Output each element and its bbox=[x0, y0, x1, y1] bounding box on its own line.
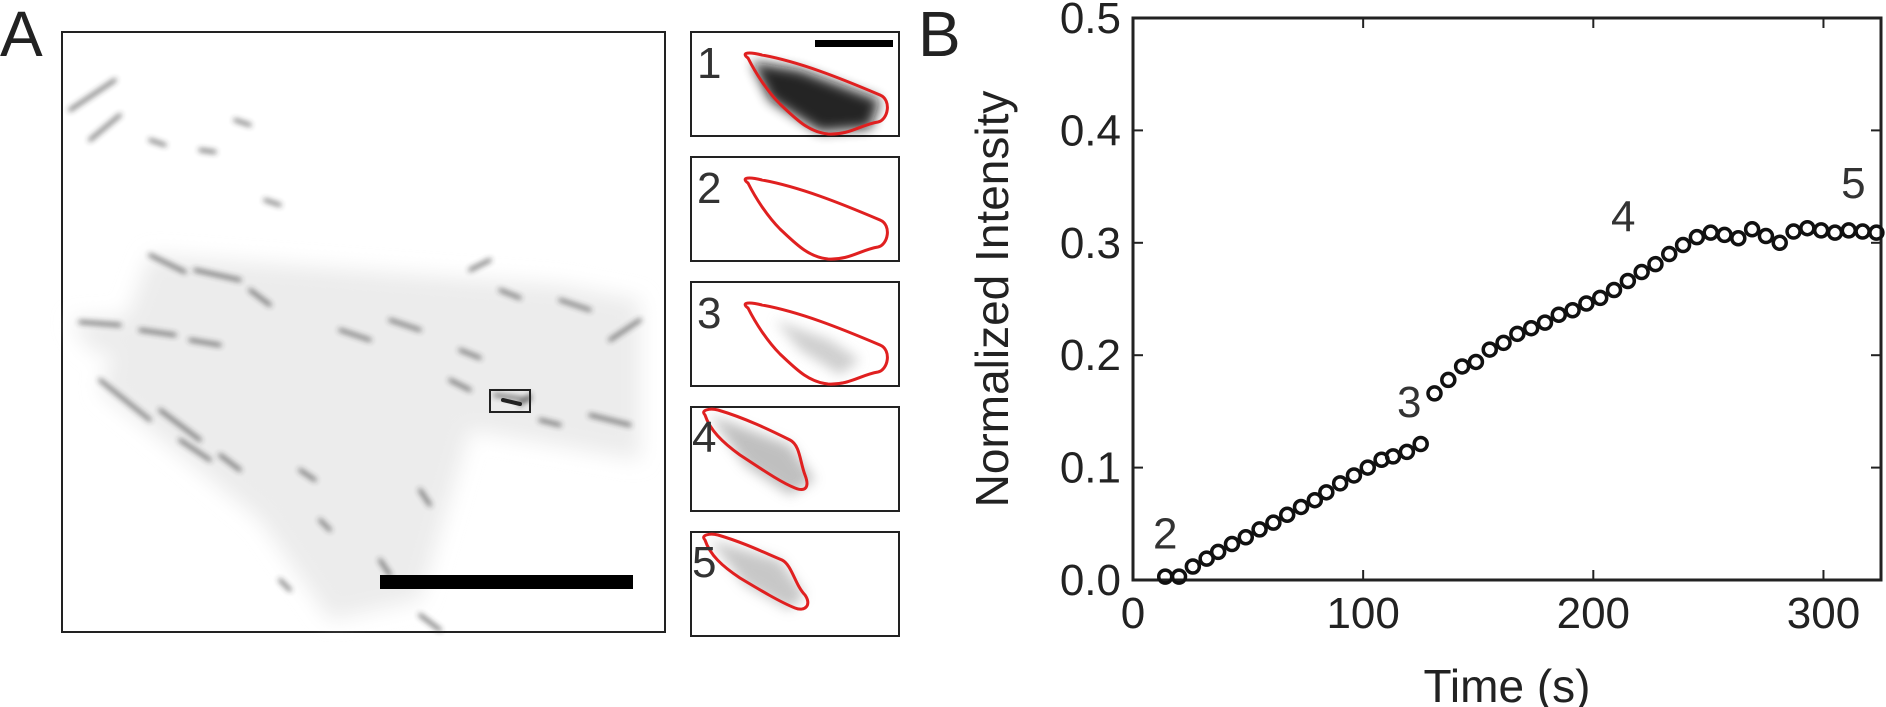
x-tick-label: 300 bbox=[1787, 589, 1860, 638]
data-point bbox=[1209, 543, 1227, 561]
data-point bbox=[1198, 550, 1215, 567]
data-point bbox=[1854, 223, 1871, 240]
y-tick-label: 0.5 bbox=[1060, 0, 1121, 43]
data-point bbox=[1359, 459, 1377, 476]
data-point bbox=[1481, 341, 1498, 358]
annotation-label: 5 bbox=[1841, 159, 1865, 208]
annotation-label: 2 bbox=[1153, 510, 1177, 559]
data-point bbox=[1840, 222, 1858, 239]
inset-2-number: 2 bbox=[697, 164, 721, 213]
data-point bbox=[1674, 236, 1692, 254]
data-point bbox=[1605, 281, 1623, 299]
inset-1-number: 1 bbox=[697, 39, 721, 88]
data-point bbox=[1184, 558, 1202, 575]
data-point bbox=[1661, 245, 1678, 263]
inset-1: 1 bbox=[690, 31, 900, 137]
data-point bbox=[1223, 535, 1241, 553]
data-point bbox=[1757, 227, 1775, 245]
x-axis-title: Time (s) bbox=[1424, 660, 1591, 707]
data-point bbox=[1799, 219, 1816, 237]
data-point bbox=[1495, 334, 1512, 352]
data-point bbox=[1730, 230, 1747, 247]
data-point bbox=[1467, 353, 1485, 371]
data-point bbox=[1702, 224, 1719, 241]
data-point bbox=[1522, 319, 1540, 337]
data-point bbox=[1306, 491, 1324, 509]
y-tick-label: 0.2 bbox=[1060, 331, 1121, 380]
data-point bbox=[1826, 224, 1844, 241]
y-tick-label: 0.3 bbox=[1060, 219, 1121, 268]
micrograph bbox=[61, 31, 666, 633]
plot-frame bbox=[1131, 16, 1883, 582]
roi-box bbox=[489, 389, 531, 413]
data-point bbox=[1647, 255, 1664, 273]
panel-a-letter: A bbox=[0, 0, 43, 70]
y-tick-label: 0.4 bbox=[1060, 106, 1121, 155]
annotation-label: 3 bbox=[1397, 378, 1421, 427]
data-point bbox=[1453, 358, 1471, 375]
data-point bbox=[1743, 221, 1761, 238]
data-point bbox=[1771, 234, 1788, 252]
y-tick-label: 0.0 bbox=[1060, 556, 1121, 605]
data-point bbox=[1536, 314, 1554, 331]
annotation-label: 4 bbox=[1611, 193, 1635, 242]
data-point bbox=[1292, 498, 1310, 516]
data-point bbox=[1278, 506, 1296, 524]
data-point bbox=[1265, 514, 1282, 531]
x-tick-label: 0 bbox=[1121, 589, 1145, 638]
data-point bbox=[1331, 475, 1349, 492]
data-point bbox=[1785, 223, 1802, 240]
data-point bbox=[1688, 228, 1706, 246]
chart: 0 100 200 300 0.0 0.1 0.2 0.3 0.4 0.5 2 3 4 5 Time … bbox=[966, 0, 1885, 707]
x-tick-label: 200 bbox=[1557, 589, 1630, 638]
inset-2: 2 bbox=[690, 156, 900, 262]
data-point bbox=[1440, 371, 1457, 389]
panel-b-letter: B bbox=[918, 0, 961, 70]
data-point bbox=[1237, 529, 1255, 546]
data-point bbox=[1578, 295, 1595, 312]
inset-3: 3 bbox=[690, 281, 900, 387]
data-point bbox=[1426, 385, 1443, 402]
data-point bbox=[1812, 222, 1830, 239]
inset-scale-bar bbox=[815, 40, 893, 47]
data-point bbox=[1412, 435, 1429, 453]
inset-4-number: 4 bbox=[692, 413, 716, 462]
data-point bbox=[1170, 568, 1188, 585]
data-point bbox=[1633, 263, 1650, 281]
data-point bbox=[1345, 467, 1363, 484]
y-axis-title: Normalized Intensity bbox=[966, 91, 1018, 508]
inset-3-number: 3 bbox=[697, 289, 721, 338]
data-point bbox=[1318, 484, 1335, 501]
data-point bbox=[1619, 272, 1637, 290]
data-point bbox=[1384, 448, 1402, 465]
data-point bbox=[1251, 521, 1268, 538]
data-point bbox=[1550, 306, 1568, 323]
scale-bar bbox=[380, 575, 633, 589]
data-point bbox=[1716, 226, 1733, 244]
data-point bbox=[1564, 301, 1581, 319]
inset-4: 4 bbox=[690, 406, 900, 512]
inset-5: 5 bbox=[690, 531, 900, 637]
data-point bbox=[1509, 325, 1526, 343]
inset-5-number: 5 bbox=[692, 538, 716, 587]
x-tick-label: 100 bbox=[1326, 589, 1399, 638]
data-point bbox=[1591, 289, 1609, 307]
data-point bbox=[1398, 443, 1416, 461]
data-point bbox=[1868, 224, 1885, 241]
y-tick-label: 0.1 bbox=[1060, 444, 1121, 493]
